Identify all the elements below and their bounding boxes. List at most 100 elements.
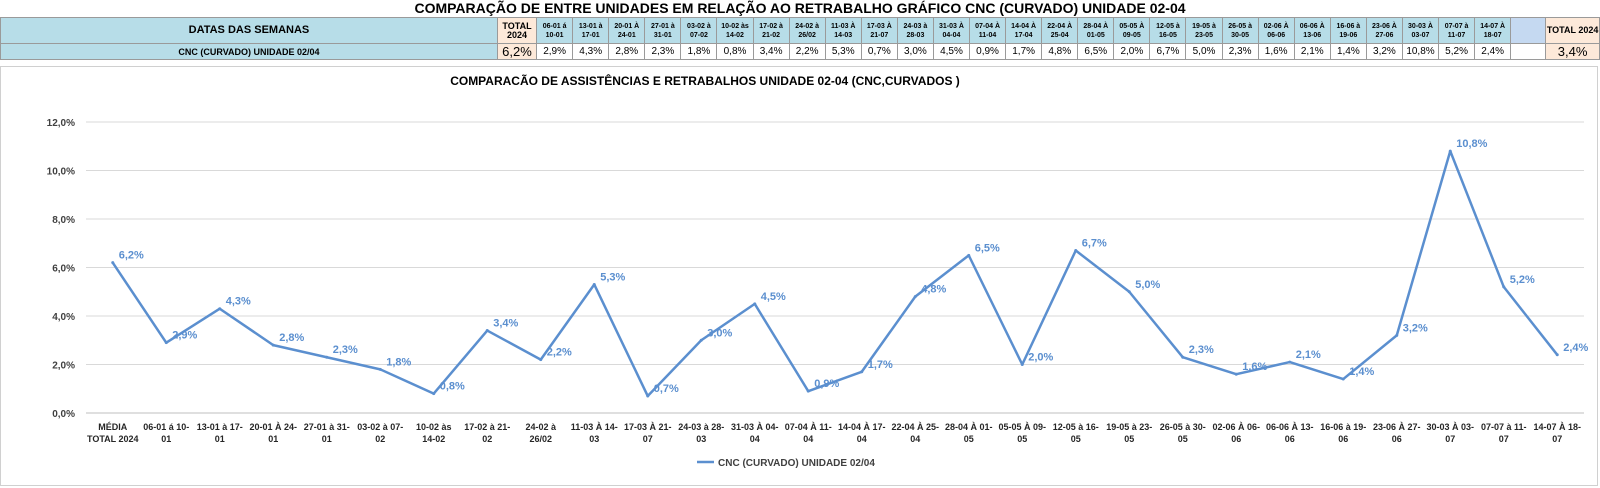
x-tick-label: 31-03 À 04- bbox=[731, 422, 779, 432]
x-tick-label: 16-06 à 19- bbox=[1320, 422, 1366, 432]
week-header: 24-02 à 26/02 bbox=[788, 17, 826, 44]
x-tick-label: 14-02 bbox=[422, 434, 445, 444]
data-label: 3,4% bbox=[493, 318, 518, 330]
data-point bbox=[1181, 355, 1185, 359]
data-label: 2,0% bbox=[1028, 352, 1053, 364]
week-header: 30-03 À 03-07 bbox=[1401, 17, 1440, 44]
week-value: 2,2% bbox=[788, 43, 826, 60]
x-tick-label: 03-02 à 07- bbox=[357, 422, 403, 432]
x-tick-label: 07 bbox=[1445, 434, 1455, 444]
data-label: 1,8% bbox=[386, 356, 411, 368]
x-tick-label: 05 bbox=[1017, 434, 1027, 444]
x-tick-label: 07-04 À 11- bbox=[785, 422, 832, 432]
week-value: 2,9% bbox=[536, 43, 574, 60]
data-label: 5,3% bbox=[600, 271, 625, 283]
week-value: 5,3% bbox=[824, 43, 862, 60]
x-tick-label: 24-03 à 28- bbox=[678, 422, 724, 432]
x-tick-label: 01 bbox=[268, 434, 278, 444]
week-value: 4,3% bbox=[572, 43, 610, 60]
week-header: 07-04 À 11-04 bbox=[969, 17, 1007, 44]
x-tick-label: 13-01 à 17- bbox=[197, 422, 243, 432]
x-tick-label: 17-02 à 21- bbox=[464, 422, 510, 432]
data-point bbox=[646, 394, 650, 398]
data-label: 2,1% bbox=[1296, 349, 1321, 361]
data-label: 5,2% bbox=[1510, 274, 1535, 286]
data-point bbox=[485, 329, 489, 333]
x-tick-label: 06 bbox=[1231, 434, 1241, 444]
week-header: 23-06 À 27-06 bbox=[1365, 17, 1403, 44]
data-point bbox=[967, 253, 971, 257]
data-point bbox=[1502, 285, 1506, 289]
x-tick-label: 26-05 à 30- bbox=[1160, 422, 1206, 432]
week-header: 19-05 à 23-05 bbox=[1185, 17, 1223, 44]
x-tick-label: 07 bbox=[1499, 434, 1509, 444]
week-value: 2,3% bbox=[1221, 43, 1259, 60]
week-value: 3,2% bbox=[1365, 43, 1403, 60]
y-tick-label: 12,0% bbox=[47, 118, 75, 129]
x-tick-label: 23-06 À 27- bbox=[1373, 422, 1421, 432]
series-line bbox=[111, 149, 1559, 398]
week-header: 07-07 à 11-07 bbox=[1438, 17, 1476, 44]
data-point bbox=[325, 355, 329, 359]
week-header: 12-05 à 16-05 bbox=[1149, 17, 1187, 44]
week-header: 16-06 à 19-06 bbox=[1329, 17, 1367, 44]
week-header: 03-02 à 07-02 bbox=[680, 17, 718, 44]
week-value: 2,4% bbox=[1474, 43, 1512, 60]
data-point bbox=[111, 261, 115, 265]
week-value: 1,8% bbox=[680, 43, 718, 60]
x-tick-label: 14-07 À 18- bbox=[1533, 422, 1581, 432]
x-tick-label: 01 bbox=[215, 434, 225, 444]
data-label: 4,5% bbox=[761, 291, 786, 303]
data-label: 1,7% bbox=[868, 359, 893, 371]
week-value: 2,0% bbox=[1113, 43, 1151, 60]
x-tick-label: 27-01 à 31- bbox=[304, 422, 350, 432]
data-label: 1,4% bbox=[1349, 366, 1374, 378]
x-tick-label: 06-01 á 10- bbox=[143, 422, 189, 432]
y-tick-label: 0,0% bbox=[52, 409, 75, 420]
week-header: 22-04 À 25-04 bbox=[1041, 17, 1079, 44]
week-header: 06-06 À 13-06 bbox=[1293, 17, 1331, 44]
week-value: 4,5% bbox=[932, 43, 971, 60]
data-label: 5,0% bbox=[1135, 279, 1160, 291]
row-label: CNC (CURVADO) UNIDADE 02/04 bbox=[0, 43, 498, 60]
x-tick-label: 05-05 À 09- bbox=[998, 422, 1046, 432]
blank-value-cell bbox=[1510, 43, 1547, 60]
x-tick-label: 06 bbox=[1285, 434, 1295, 444]
data-label: 2,9% bbox=[172, 330, 197, 342]
x-tick-label: 05 bbox=[1178, 434, 1188, 444]
data-point bbox=[218, 307, 222, 311]
week-header: 26-05 à 30-05 bbox=[1221, 17, 1259, 44]
week-value: 1,4% bbox=[1329, 43, 1367, 60]
data-point bbox=[1555, 353, 1559, 357]
x-tick-label: 01 bbox=[161, 434, 171, 444]
x-tick-label: 04 bbox=[910, 434, 920, 444]
total-value-left: 6,2% bbox=[496, 43, 538, 60]
data-label: 3,2% bbox=[1403, 322, 1428, 334]
week-header: 06-01 á 10-01 bbox=[536, 17, 574, 44]
week-value: 6,7% bbox=[1149, 43, 1187, 60]
data-point bbox=[806, 389, 810, 393]
x-tick-label: 05 bbox=[964, 434, 974, 444]
week-header: 05-05 À 09-05 bbox=[1113, 17, 1151, 44]
week-value: 2,3% bbox=[644, 43, 682, 60]
x-tick-label: 30-03 À 03- bbox=[1426, 422, 1474, 432]
data-label: 2,3% bbox=[1189, 344, 1214, 356]
total-header-left: TOTAL 2024 bbox=[496, 17, 538, 44]
data-point bbox=[432, 392, 436, 396]
week-header: 27-01 à 31-01 bbox=[644, 17, 682, 44]
week-header: 20-01 À 24-01 bbox=[608, 17, 646, 44]
week-value: 4,8% bbox=[1041, 43, 1079, 60]
data-label: 0,7% bbox=[654, 383, 679, 395]
data-label: 2,4% bbox=[1563, 342, 1588, 354]
header-label: DATAS DAS SEMANAS bbox=[0, 17, 498, 44]
data-label: 6,5% bbox=[975, 242, 1000, 254]
x-tick-label: 06-06 À 13- bbox=[1266, 422, 1314, 432]
data-label: 2,8% bbox=[279, 332, 304, 344]
data-point bbox=[1341, 377, 1345, 381]
y-tick-label: 2,0% bbox=[52, 361, 75, 372]
x-tick-label: 03 bbox=[589, 434, 599, 444]
x-tick-label: TOTAL 2024 bbox=[87, 434, 139, 444]
x-tick-label: 19-05 à 23- bbox=[1106, 422, 1152, 432]
data-label: 10,8% bbox=[1456, 138, 1487, 150]
y-tick-label: 6,0% bbox=[52, 264, 75, 275]
